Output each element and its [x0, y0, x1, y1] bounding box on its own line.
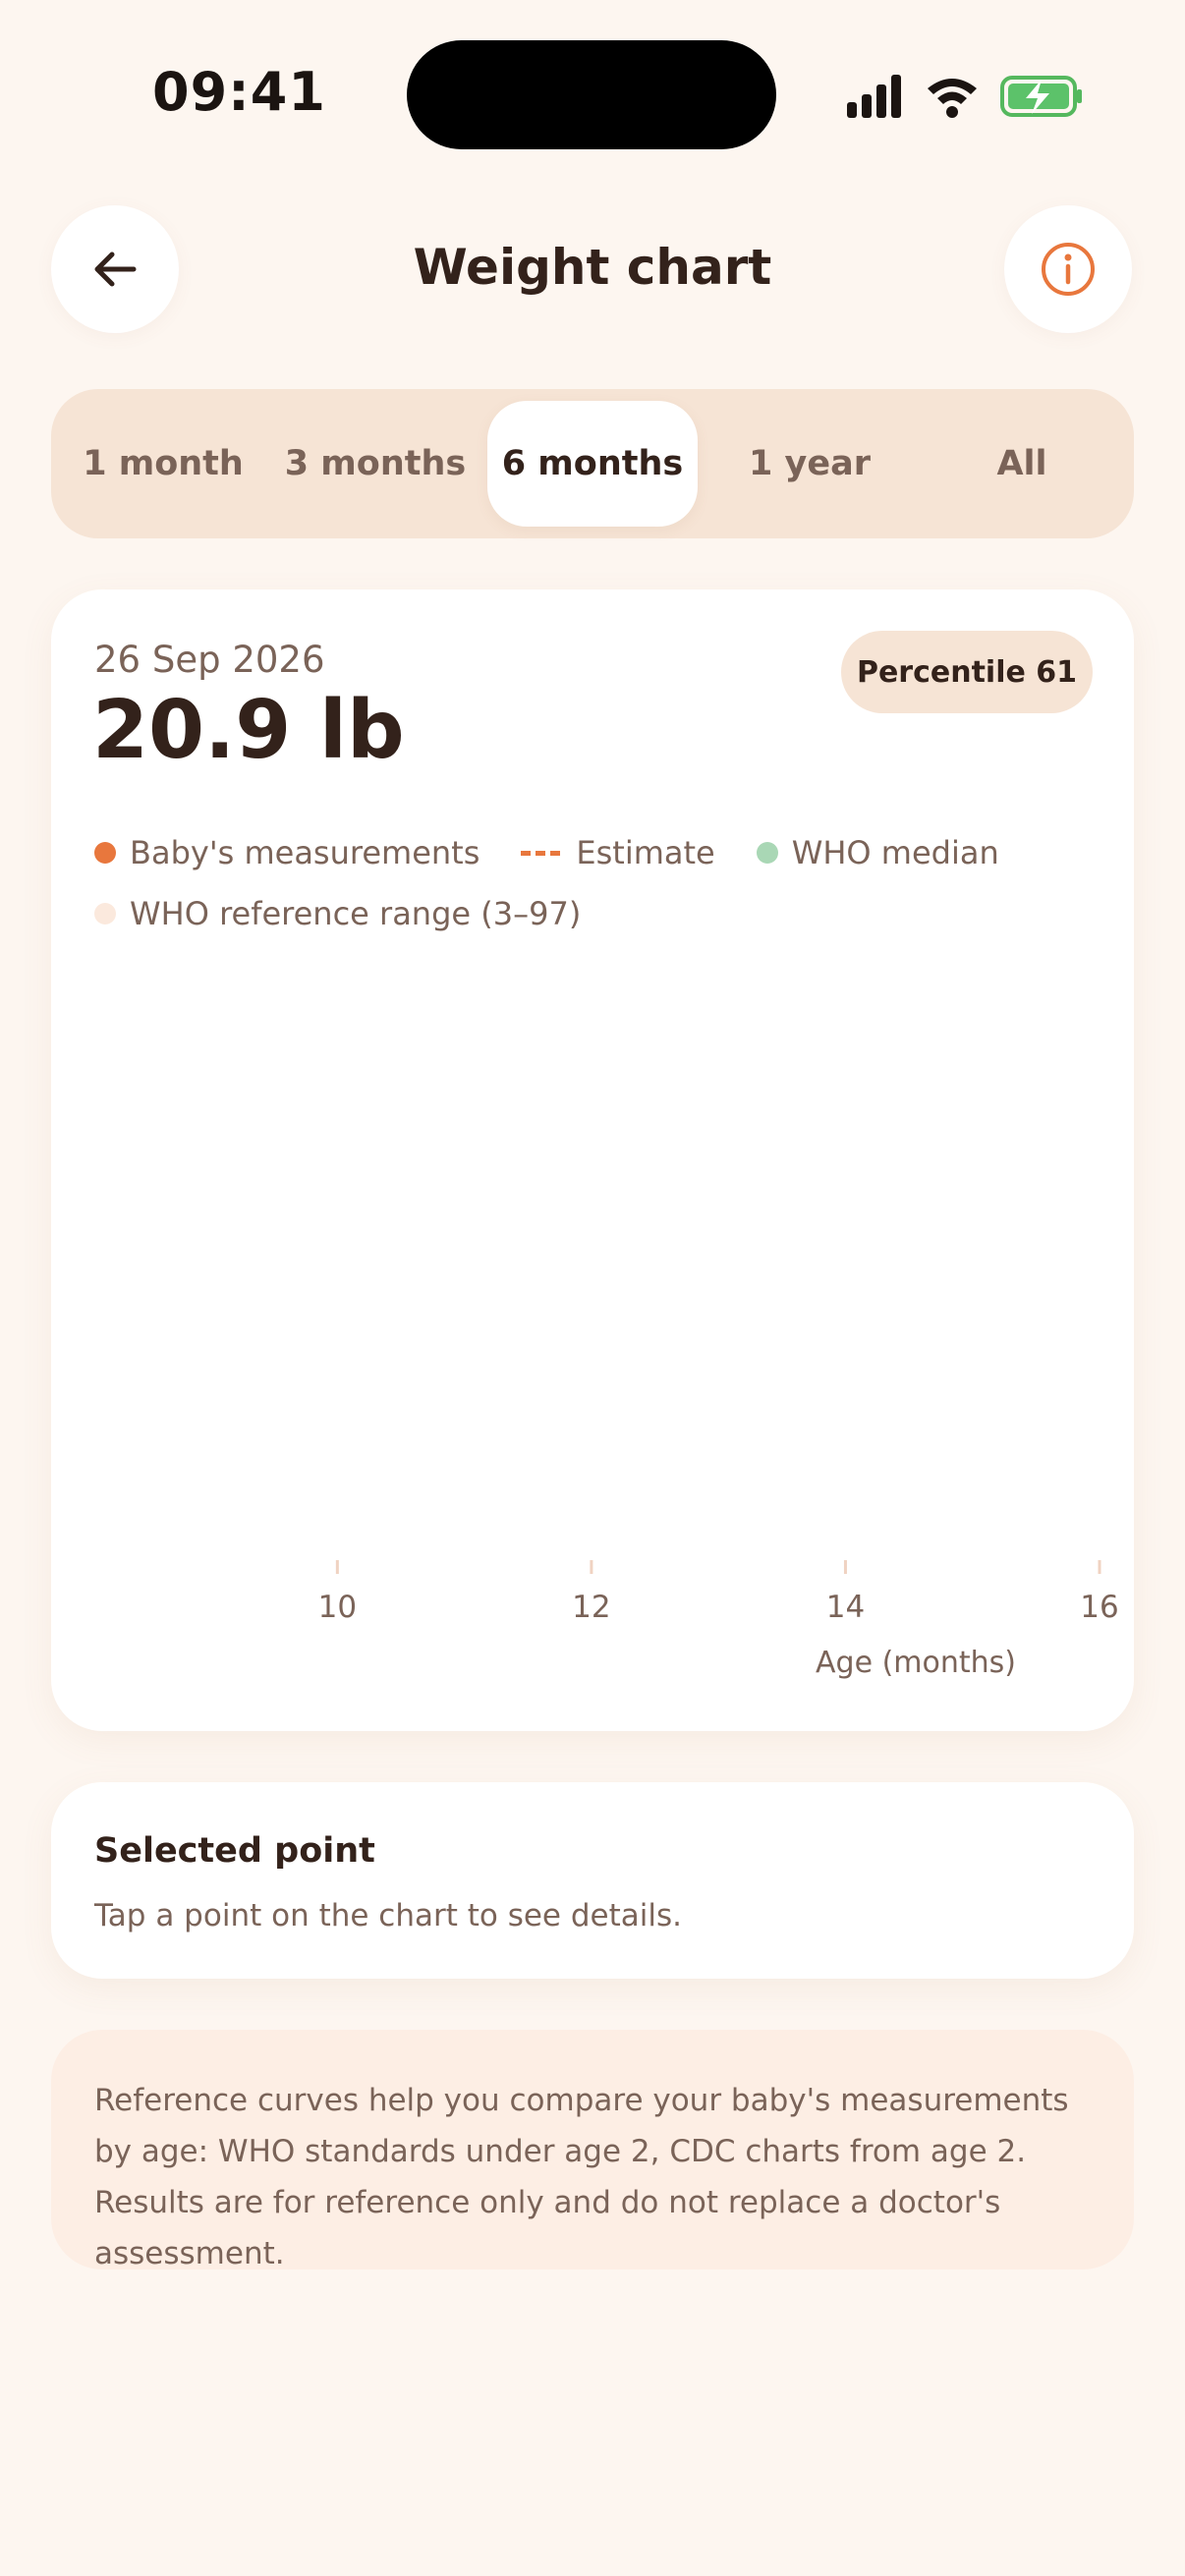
status-time: 09:41 [152, 61, 326, 123]
info-button[interactable] [1004, 205, 1132, 333]
tab-1-month[interactable]: 1 month [83, 444, 244, 483]
battery-charging-icon [1000, 76, 1082, 117]
weight-chart[interactable]: 152025 lb [51, 963, 1134, 1316]
peach-dot-icon [94, 903, 116, 924]
back-button[interactable] [51, 205, 179, 333]
tab-1-year[interactable]: 1 year [749, 444, 871, 483]
reference-note: Reference curves help you compare your b… [51, 2030, 1134, 2271]
x-tick-label: 14 [826, 1590, 865, 1625]
orange-dot-icon [94, 842, 116, 864]
percentile-badge: Percentile 61 [841, 631, 1093, 713]
page-title: Weight chart [413, 239, 772, 296]
selected-point-card: Selected point Tap a point on the chart … [51, 1782, 1134, 1979]
weight-chart-card: 26 Sep 2026 20.9 lb Percentile 61 Baby's… [51, 589, 1134, 1731]
dashed-line-icon [521, 850, 561, 856]
tab-3-months[interactable]: 3 months [284, 444, 467, 483]
legend-measurements: Baby's measurements [94, 834, 480, 871]
selected-point-hint: Tap a point on the chart to see details. [94, 1898, 682, 1933]
range-tabs: 1 month 3 months 6 months 1 year All [51, 389, 1134, 538]
tab-6-months[interactable]: 6 months [487, 401, 698, 527]
status-bar: 09:41 [0, 0, 1185, 187]
arrow-left-icon [94, 252, 137, 287]
status-icons [847, 75, 1082, 118]
measurement-date: 26 Sep 2026 [94, 639, 325, 681]
legend-who-range: WHO reference range (3–97) [94, 895, 581, 932]
weight-value: 20.9 lb [92, 684, 405, 777]
tab-all[interactable]: All [996, 444, 1047, 483]
info-icon [1042, 243, 1095, 296]
legend-estimate: Estimate [521, 834, 715, 871]
x-tick-label: 10 [318, 1590, 357, 1625]
selected-point-title: Selected point [94, 1831, 375, 1871]
wifi-icon [928, 79, 977, 118]
x-tick-label: 16 [1080, 1590, 1118, 1625]
header: Weight chart [0, 201, 1185, 339]
x-axis-label: Age (months) [816, 1646, 1016, 1680]
dynamic-island [407, 40, 776, 149]
x-axis: 10 12 14 16 Age (months) [318, 1560, 1119, 1680]
green-dot-icon [756, 842, 778, 864]
cellular-signal-icon [847, 75, 901, 118]
reference-note-text: Reference curves help you compare your b… [94, 2083, 1069, 2271]
legend-who-median: WHO median [756, 834, 999, 871]
x-tick-label: 12 [572, 1590, 610, 1625]
